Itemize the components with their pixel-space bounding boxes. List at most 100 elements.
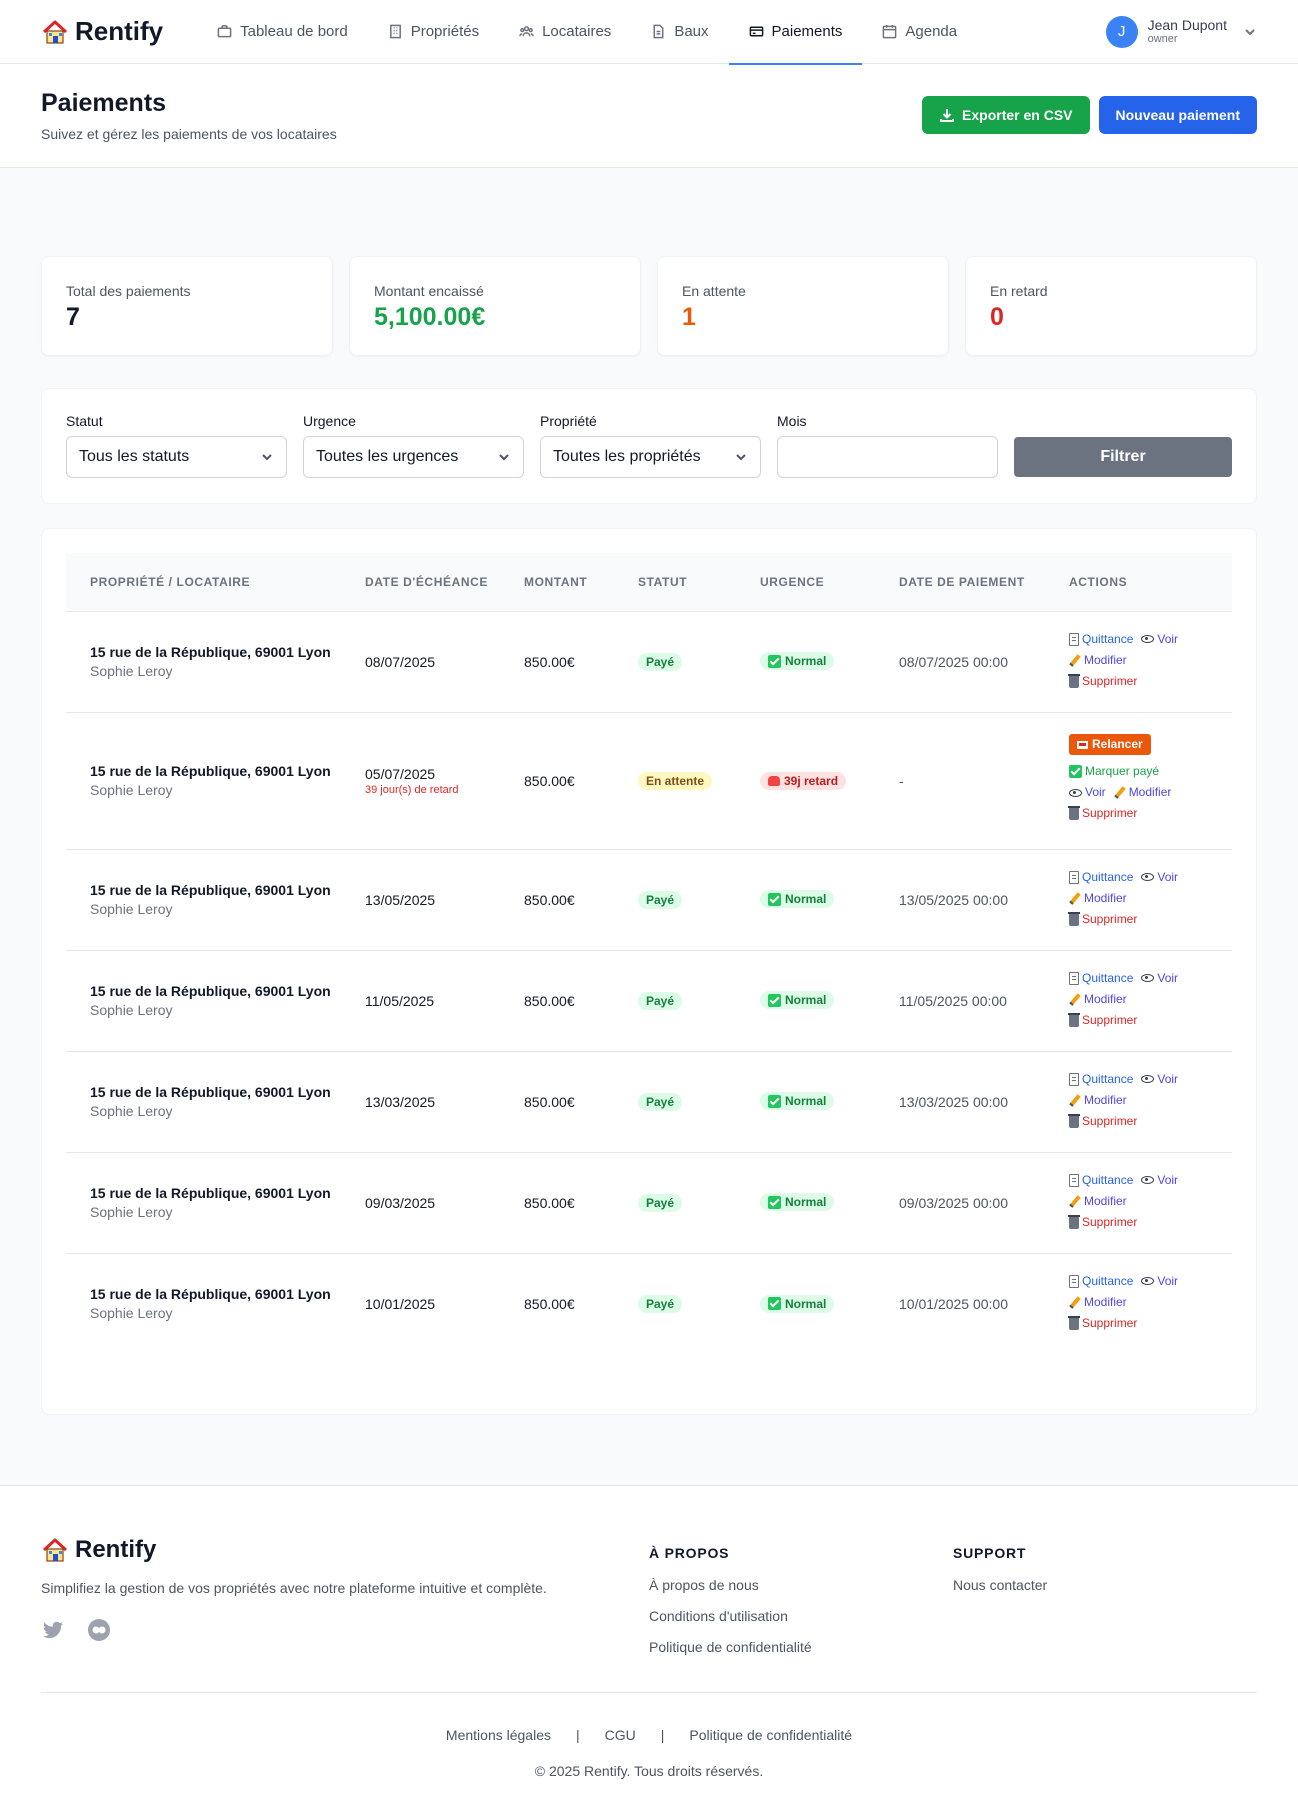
urgency-label: 39j retard [784,773,839,788]
col-status: Statut [626,553,748,611]
edit-button[interactable]: Modifier [1069,1194,1127,1209]
user-menu[interactable]: J Jean Dupont owner [1105,15,1257,48]
house-logo-icon [42,1538,68,1562]
pencil-icon [1113,786,1126,799]
view-button[interactable]: Voir [1141,1274,1178,1289]
urgency-badge: 39j retard [760,771,847,790]
trash-icon [1068,806,1080,820]
urgency-select[interactable]: Toutes les urgences [303,436,524,478]
receipt-button[interactable]: Quittance [1069,971,1133,986]
calendar-icon [883,24,897,39]
receipt-button[interactable]: Quittance [1069,1173,1133,1188]
view-button[interactable]: Voir [1141,632,1178,647]
view-label: Voir [1157,1071,1179,1086]
check-icon [768,1094,781,1108]
briefcase-icon [217,25,232,38]
receipt-button[interactable]: Quittance [1069,870,1133,885]
view-button[interactable]: Voir [1141,1173,1178,1188]
view-button[interactable]: Voir [1141,971,1178,986]
delete-button[interactable]: Supprimer [1068,1113,1137,1129]
footer-link-terms[interactable]: Conditions d'utilisation [649,1608,788,1624]
urgency-filter-label: Urgence [303,413,356,429]
status-badge: Payé [638,652,683,671]
cell-payment-date: 10/01/2025 00:00 [887,1252,1057,1354]
remind-button[interactable]: Relancer [1069,734,1151,755]
edit-button[interactable]: Modifier [1069,1295,1127,1310]
delete-button[interactable]: Supprimer [1068,1012,1138,1028]
eye-icon [1141,1176,1155,1184]
stat-amount-collected: Montant encaissé 5,100.00€ [349,256,641,356]
urgency-label: Normal [785,892,827,907]
view-button[interactable]: Voir [1141,1072,1178,1087]
edit-button[interactable]: Modifier [1069,891,1127,906]
legal-link-privacy[interactable]: Politique de confidentialité [689,1727,853,1743]
footer-logo[interactable]: Rentify [41,1536,649,1564]
view-button[interactable]: Voir [1141,870,1178,885]
top-navbar: Rentify Tableau de bord Propriétés Locat… [0,0,1298,65]
cell-payment-date: - [887,711,1057,849]
nav-proprietes[interactable]: Propriétés [368,0,499,64]
legal-separator: | [575,1727,580,1743]
cell-actions: Quittance Voir Modifier Supprimer [1057,1252,1232,1354]
cell-amount: 850.00€ [512,711,626,849]
delete-button[interactable]: Supprimer [1068,1214,1138,1230]
twitter-icon[interactable] [41,1618,65,1642]
legal-link-mentions[interactable]: Mentions légales [445,1727,551,1743]
footer-link-contact[interactable]: Nous contacter [953,1577,1048,1593]
month-input[interactable] [777,436,998,478]
nav-locataires[interactable]: Locataires [499,0,631,64]
house-logo-icon [42,20,68,44]
receipt-button[interactable]: Quittance [1069,1274,1133,1289]
cell-actions: Quittance Voir Modifier Supprimer [1057,1151,1232,1253]
property-select[interactable]: Toutes les propriétés [540,436,761,478]
col-property-tenant: Propriété / Locataire [66,553,353,611]
view-label: Voir [1157,970,1179,985]
nav-label: Baux [674,23,709,40]
pencil-icon [1069,1093,1081,1107]
nav-paiements[interactable]: Paiements [728,0,863,65]
app-logo[interactable]: Rentify [41,16,163,47]
nav-baux[interactable]: Baux [631,0,728,64]
social-icon[interactable] [87,1618,111,1642]
nav-tableau-de-bord[interactable]: Tableau de bord [197,0,368,64]
filter-button[interactable]: Filtrer [1014,437,1232,477]
footer-link-privacy[interactable]: Politique de confidentialité [649,1639,812,1655]
cell-status: Payé [626,1151,748,1253]
view-button[interactable]: Voir [1069,785,1106,800]
pencil-icon [1069,653,1081,667]
edit-button[interactable]: Modifier [1069,653,1127,668]
delete-button[interactable]: Supprimer [1068,673,1137,689]
footer-link-about[interactable]: À propos de nous [649,1577,759,1593]
export-csv-button[interactable]: Exporter en CSV [922,96,1090,134]
receipt-button[interactable]: Quittance [1069,1072,1133,1087]
delete-label: Supprimer [1082,1012,1138,1027]
property-address: 15 rue de la République, 69001 Lyon [90,644,331,660]
edit-label: Modifier [1084,890,1127,905]
cell-due-date: 05/07/2025 39 jour(s) de retard [353,711,512,849]
edit-button[interactable]: Modifier [1113,785,1171,800]
new-payment-button[interactable]: Nouveau paiement [1098,96,1257,134]
legal-link-cgu[interactable]: CGU [604,1727,636,1743]
credit-card-icon [749,26,763,37]
envelope-icon [1077,740,1088,749]
edit-button[interactable]: Modifier [1069,1093,1127,1108]
export-csv-label: Exporter en CSV [962,107,1073,123]
delete-button[interactable]: Supprimer [1068,1315,1137,1331]
edit-label: Modifier [1084,1193,1127,1208]
mark-paid-label: Marquer payé [1085,764,1160,778]
edit-button[interactable]: Modifier [1069,992,1127,1007]
eye-icon [1141,1075,1155,1083]
tenant-name: Sophie Leroy [90,1103,173,1119]
stat-value: 0 [990,303,1004,331]
delete-button[interactable]: Supprimer [1068,806,1137,821]
delete-button[interactable]: Supprimer [1068,911,1137,927]
nav-agenda[interactable]: Agenda [862,0,977,64]
table-row: 15 rue de la République, 69001 Lyon Soph… [66,1151,1232,1253]
mark-paid-button[interactable]: Marquer payé [1069,764,1159,779]
cell-amount: 850.00€ [512,848,626,950]
delete-label: Supprimer [1082,1214,1138,1229]
stat-total-payments: Total des paiements 7 [41,256,333,356]
status-select[interactable]: Tous les statuts [66,436,287,478]
receipt-button[interactable]: Quittance [1069,632,1133,647]
receipt-label: Quittance [1082,869,1134,884]
